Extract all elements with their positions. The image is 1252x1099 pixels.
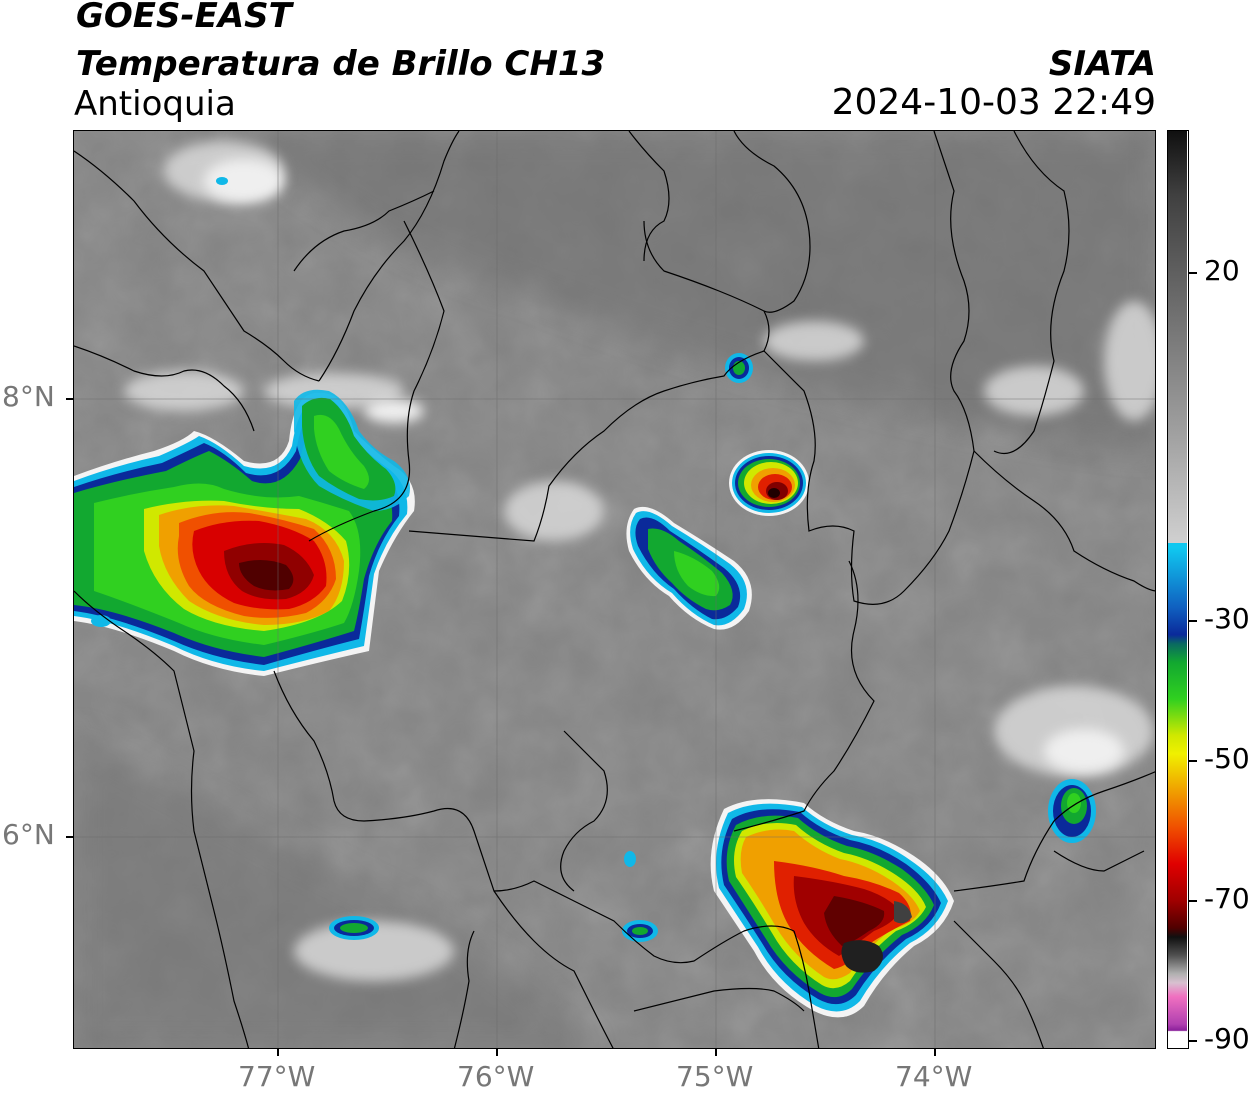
- lon-label-74W: 74°W: [895, 1060, 973, 1093]
- region-title: Antioquia: [74, 84, 236, 124]
- storm-north-center: [725, 353, 809, 516]
- storm-center: [626, 506, 752, 630]
- lat-tick-mark: [66, 836, 73, 838]
- lat-label-6N: 6°N: [2, 818, 55, 851]
- product-title: Temperatura de Brillo CH13: [76, 44, 606, 84]
- colorbar-label-minus30: -30: [1204, 602, 1250, 635]
- lon-label-76W: 76°W: [457, 1060, 535, 1093]
- storm-west: [74, 389, 415, 676]
- colorbar-gradient: [1168, 131, 1187, 1047]
- lon-tick-mark: [934, 1049, 936, 1056]
- colorbar-tick-mark: [1189, 1040, 1197, 1042]
- colorbar-tick-mark: [1189, 620, 1197, 622]
- colorbar-tick-mark: [1189, 272, 1197, 274]
- colorbar-label-minus70: -70: [1204, 882, 1250, 915]
- brightest-clouds: [204, 159, 1124, 773]
- colorbar-tick-mark: [1189, 760, 1197, 762]
- agency-label: SIATA: [1048, 44, 1156, 84]
- colorbar-label-20: 20: [1204, 254, 1240, 287]
- map-canvas: [74, 131, 1155, 1048]
- colorbar-label-minus90: -90: [1204, 1022, 1250, 1055]
- lon-tick-mark: [277, 1049, 279, 1056]
- lon-label-77W: 77°W: [238, 1060, 316, 1093]
- lon-tick-mark: [715, 1049, 717, 1056]
- datetime-label: 2024-10-03 22:49: [831, 82, 1156, 123]
- lon-tick-mark: [496, 1049, 498, 1056]
- colorbar-tick-mark: [1189, 900, 1197, 902]
- lat-label-8N: 8°N: [2, 380, 55, 413]
- colorbar-label-minus50: -50: [1204, 742, 1250, 775]
- admin-boundaries: [74, 131, 1155, 1048]
- satellite-title: GOES-EAST: [76, 0, 292, 36]
- lon-label-75W: 75°W: [676, 1060, 754, 1093]
- satellite-map[interactable]: [73, 130, 1156, 1049]
- graticule: [74, 131, 1155, 1048]
- temperature-colorbar: [1167, 130, 1189, 1049]
- lat-tick-mark: [66, 398, 73, 400]
- storm-southeast: [710, 799, 954, 1018]
